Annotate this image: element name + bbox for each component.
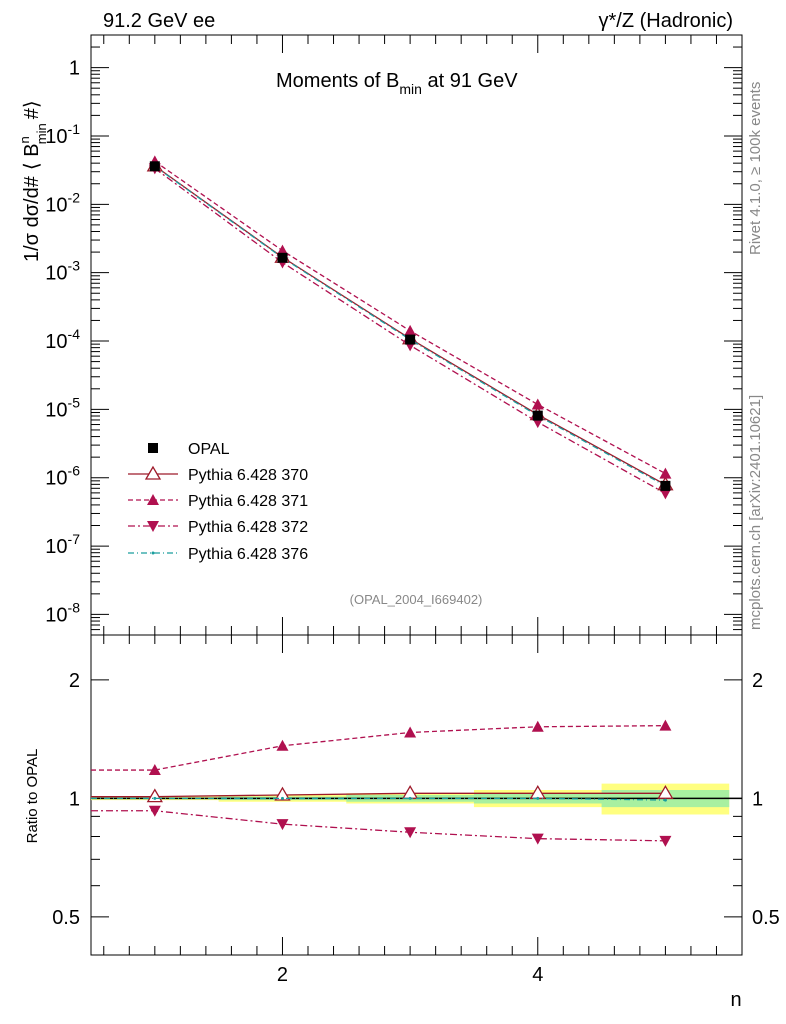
ratio-line-0 [91, 792, 666, 798]
analysis-watermark: (OPAL_2004_I669402) [350, 592, 483, 607]
data-point [405, 334, 416, 345]
ratio-point [536, 796, 540, 800]
legend-label: Pythia 6.428 371 [188, 493, 308, 510]
ratio-point [659, 719, 672, 731]
header-left: 91.2 GeV ee [103, 10, 215, 32]
ratio-point [659, 835, 672, 847]
y-tick-label: 10-2 [45, 189, 80, 216]
header-right: γ*/Z (Hadronic) [599, 10, 733, 32]
ratio-point [657, 785, 674, 799]
x-axis-label: n [730, 989, 741, 1011]
ratio-series [91, 719, 674, 847]
ratio-point [531, 833, 544, 845]
data-point [531, 398, 544, 410]
legend: OPAL Pythia 6.428 370 Pythia 6.428 371 Pyth… [128, 441, 308, 563]
ratio-line-2 [91, 810, 666, 842]
y-tick-label: 10-4 [45, 326, 80, 353]
data-point [149, 161, 160, 172]
ratio-y-tick-label-right: 1 [752, 788, 763, 810]
main-y-axis: 1 10-1 10-2 10-3 10-4 10-5 10-6 10-7 10-8 [45, 34, 742, 636]
y-tick-label: 10-5 [45, 394, 80, 421]
data-point [660, 480, 671, 491]
y-tick-label: 1 [69, 58, 80, 80]
data-point [659, 467, 672, 479]
ratio-point [401, 785, 419, 799]
y-tick-label: 10-6 [45, 463, 80, 490]
legend-marker [144, 465, 162, 480]
mcplots-label: mcplots.cern.ch [arXiv:2401.10621] [747, 395, 764, 630]
ratio-y-tick-label-right: 0.5 [752, 907, 780, 929]
ratio-point [153, 796, 157, 800]
data-point [659, 488, 672, 500]
ratio-point [276, 819, 289, 831]
ratio-point [274, 786, 291, 801]
ratio-point [404, 726, 417, 738]
data-point [404, 324, 417, 336]
legend-label: OPAL [188, 441, 230, 458]
data-point [532, 410, 543, 421]
ratio-y-tick-label: 2 [69, 670, 80, 692]
ratio-point [404, 827, 417, 839]
ratio-y-tick-label-right: 2 [752, 670, 763, 692]
ratio-point [148, 764, 161, 776]
ratio-point [408, 796, 412, 800]
legend-marker [147, 521, 159, 532]
ratio-point [531, 720, 544, 732]
ratio-point [663, 798, 667, 802]
ratio-plot-frame [90, 634, 743, 956]
ratio-point [276, 739, 289, 751]
ratio-line-1 [91, 724, 666, 771]
legend-label: Pythia 6.428 372 [188, 519, 308, 536]
rivet-label: Rivet 4.1.0, ≥ 100k events [747, 82, 764, 255]
y-tick-label: 10-8 [45, 599, 80, 626]
main-ylabel: 1/σ dσ/d#⟨ Bn min#⟩ [17, 100, 49, 262]
x-tick-label: 4 [532, 964, 543, 986]
series-line-2 [154, 160, 666, 475]
legend-label: Pythia 6.428 370 [188, 467, 308, 484]
legend-marker [147, 494, 159, 505]
ratio-point [148, 805, 161, 817]
y-tick-label: 10-7 [45, 531, 80, 558]
ratio-point [280, 796, 284, 800]
y-tick-label: 10-3 [45, 258, 80, 285]
legend-marker [151, 551, 155, 555]
ratio-y-tick-label: 0.5 [52, 907, 80, 929]
ratio-line-3 [91, 797, 666, 801]
x-tick-label: 2 [277, 964, 288, 986]
main-title: Moments of Bmin at 91 GeV [276, 70, 518, 97]
ratio-ylabel: Ratio to OPAL [24, 749, 41, 844]
main-series [146, 155, 674, 500]
ratio-y-tick-label: 1 [69, 788, 80, 810]
data-point [277, 252, 288, 263]
legend-label: Pythia 6.428 376 [188, 546, 308, 563]
y-tick-label: 10-1 [45, 121, 80, 148]
legend-marker [148, 443, 158, 453]
